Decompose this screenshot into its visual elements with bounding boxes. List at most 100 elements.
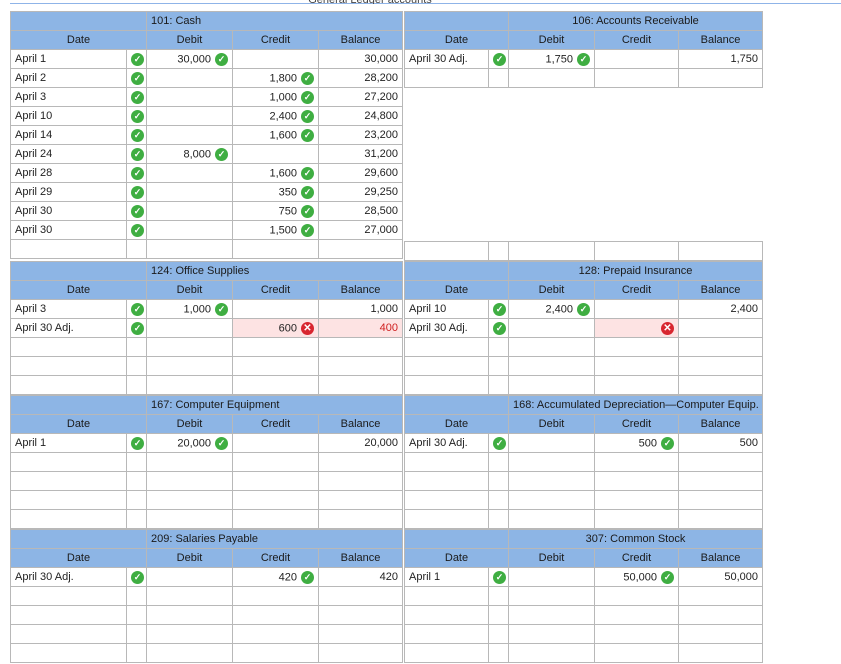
date-cell[interactable]: April 30 Adj. <box>10 318 127 338</box>
balance-cell[interactable]: 1,750 <box>677 49 764 69</box>
credit-cell[interactable] <box>594 337 679 357</box>
date-cell[interactable] <box>10 356 127 376</box>
credit-cell[interactable] <box>232 490 319 510</box>
debit-cell[interactable] <box>146 490 233 510</box>
debit-cell[interactable] <box>508 605 595 625</box>
date-cell[interactable] <box>404 337 489 357</box>
credit-cell[interactable] <box>594 68 679 88</box>
debit-cell[interactable] <box>146 452 233 472</box>
date-cell[interactable] <box>404 490 489 510</box>
date-cell[interactable] <box>10 643 127 663</box>
debit-cell[interactable] <box>146 643 233 663</box>
date-cell[interactable]: April 30 Adj. <box>404 433 489 453</box>
debit-cell[interactable] <box>146 337 233 357</box>
balance-cell[interactable]: 420 <box>318 567 403 587</box>
balance-cell[interactable] <box>317 490 404 510</box>
balance-cell[interactable] <box>318 356 403 376</box>
credit-cell[interactable] <box>232 337 319 357</box>
debit-cell[interactable]: 30,000 ✓ <box>146 49 233 69</box>
balance-cell[interactable]: 30,000 <box>318 49 403 69</box>
debit-cell[interactable] <box>146 68 233 88</box>
credit-cell[interactable] <box>594 624 679 644</box>
debit-cell[interactable] <box>508 586 595 606</box>
balance-cell[interactable] <box>678 586 763 606</box>
credit-cell[interactable] <box>232 509 319 529</box>
debit-cell[interactable] <box>508 509 595 529</box>
credit-cell[interactable] <box>594 490 679 510</box>
credit-cell[interactable] <box>594 452 679 472</box>
debit-cell[interactable] <box>146 106 233 126</box>
date-cell[interactable] <box>404 643 489 663</box>
date-cell[interactable] <box>10 337 127 357</box>
credit-cell[interactable] <box>232 356 319 376</box>
date-cell[interactable] <box>404 605 489 625</box>
credit-cell[interactable]: 1,600 ✓ <box>232 125 319 145</box>
debit-cell[interactable] <box>146 201 233 221</box>
credit-cell[interactable]: 1,000 ✓ <box>232 87 319 107</box>
empty-cell[interactable] <box>594 241 679 261</box>
date-cell[interactable]: April 14 <box>10 125 127 145</box>
credit-cell[interactable]: 50,000 ✓ <box>594 567 679 587</box>
credit-cell[interactable] <box>232 49 319 69</box>
credit-cell[interactable]: 2,400 ✓ <box>232 106 319 126</box>
balance-cell[interactable] <box>317 509 404 529</box>
balance-cell[interactable] <box>677 337 764 357</box>
debit-cell[interactable] <box>146 509 233 529</box>
debit-cell[interactable] <box>146 567 233 587</box>
date-cell[interactable] <box>10 452 127 472</box>
balance-cell[interactable] <box>318 624 403 644</box>
debit-cell[interactable] <box>508 490 595 510</box>
credit-cell[interactable] <box>594 643 679 663</box>
credit-cell[interactable] <box>232 144 319 164</box>
debit-cell[interactable] <box>508 471 595 491</box>
balance-cell[interactable]: 27,000 <box>318 220 403 240</box>
balance-cell[interactable] <box>318 239 403 259</box>
credit-cell[interactable]: 1,500 ✓ <box>232 220 319 240</box>
date-cell[interactable]: April 30 <box>10 220 127 240</box>
date-cell[interactable]: April 1 <box>10 433 127 453</box>
debit-cell[interactable] <box>508 624 595 644</box>
balance-cell[interactable]: 23,200 <box>318 125 403 145</box>
balance-cell[interactable]: 31,200 <box>318 144 403 164</box>
credit-cell[interactable] <box>594 509 679 529</box>
date-cell[interactable] <box>10 509 127 529</box>
balance-cell[interactable]: 29,250 <box>318 182 403 202</box>
date-cell[interactable]: April 10 <box>404 299 489 319</box>
date-cell[interactable] <box>404 356 489 376</box>
date-cell[interactable] <box>404 375 489 395</box>
date-cell[interactable]: April 30 <box>10 201 127 221</box>
empty-cell[interactable] <box>404 241 489 261</box>
date-cell[interactable]: April 30 Adj. <box>404 318 489 338</box>
date-cell[interactable] <box>10 586 127 606</box>
credit-cell[interactable] <box>232 471 319 491</box>
credit-cell[interactable]: 1,600 ✓ <box>232 163 319 183</box>
balance-cell[interactable]: 28,500 <box>318 201 403 221</box>
balance-cell[interactable] <box>678 471 763 491</box>
balance-cell[interactable] <box>318 605 403 625</box>
credit-cell[interactable]: 600 ✕ <box>232 318 319 338</box>
balance-cell[interactable]: 400 <box>318 318 403 338</box>
debit-cell[interactable] <box>146 356 233 376</box>
credit-cell[interactable]: 420 ✓ <box>232 567 319 587</box>
date-cell[interactable]: April 1 <box>10 49 127 69</box>
date-cell[interactable] <box>404 471 489 491</box>
debit-cell[interactable] <box>146 471 233 491</box>
credit-cell[interactable]: 1,800 ✓ <box>232 68 319 88</box>
date-cell[interactable] <box>404 624 489 644</box>
empty-cell[interactable] <box>488 241 509 261</box>
credit-cell[interactable] <box>594 586 679 606</box>
date-cell[interactable]: April 3 <box>10 87 127 107</box>
balance-cell[interactable] <box>678 490 763 510</box>
debit-cell[interactable]: 2,400 ✓ <box>508 299 595 319</box>
credit-cell[interactable] <box>232 586 319 606</box>
debit-cell[interactable] <box>508 337 595 357</box>
date-cell[interactable]: April 3 <box>10 299 127 319</box>
balance-cell[interactable] <box>678 643 763 663</box>
debit-cell[interactable] <box>508 68 595 88</box>
credit-cell[interactable] <box>232 624 319 644</box>
date-cell[interactable]: April 2 <box>10 68 127 88</box>
date-cell[interactable] <box>404 509 489 529</box>
date-cell[interactable] <box>404 586 489 606</box>
credit-cell[interactable] <box>232 605 319 625</box>
balance-cell[interactable] <box>677 318 764 338</box>
